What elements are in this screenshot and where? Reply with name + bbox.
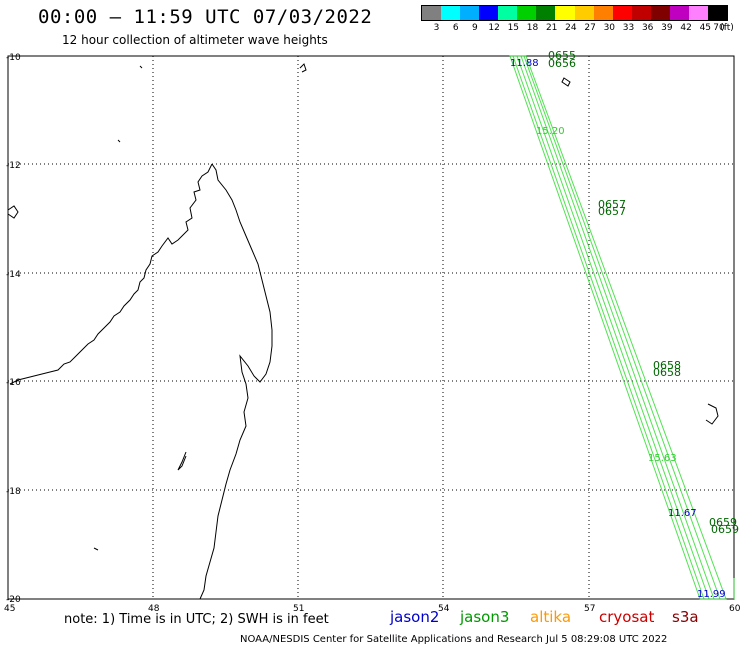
legend-swatch — [441, 6, 461, 20]
legend-swatch — [631, 6, 651, 20]
lat-label: -12 — [6, 161, 21, 171]
credit-line: NOAA/NESDIS Center for Satellite Applica… — [240, 634, 668, 645]
legend-swatch — [517, 6, 537, 20]
legend-swatch — [574, 6, 594, 20]
lon-label: 51 — [293, 604, 304, 614]
legend-tick: 15 — [507, 23, 520, 33]
lon-label: 48 — [148, 604, 160, 614]
islet — [93, 547, 99, 551]
legend-swatch — [555, 6, 575, 20]
track-line — [516, 55, 710, 600]
legend-swatches — [421, 5, 728, 21]
time-label: 0657 — [598, 198, 626, 211]
legend-swatch — [688, 6, 708, 20]
island — [7, 205, 19, 219]
swh-value: 15.20 — [536, 126, 565, 137]
swh-value: 11.67 — [668, 508, 697, 519]
footer-note: note: 1) Time is in UTC; 2) SWH is in fe… — [64, 612, 329, 627]
swh-value: 15.63 — [648, 453, 677, 464]
time-labels: 0655 0656 0657 0657 0658 0658 0659 0659 — [548, 49, 739, 536]
legend-swatch — [612, 6, 632, 20]
legend-swatch — [669, 6, 689, 20]
swh-value: 11.99 — [697, 589, 726, 600]
track-band — [509, 55, 727, 600]
island — [177, 451, 187, 471]
time-label: 0657 — [598, 205, 626, 218]
legend-tick: 45 — [699, 23, 712, 33]
island — [561, 77, 571, 87]
legend-tick: 24 — [565, 23, 577, 33]
track-line — [512, 55, 705, 600]
legend-tick: 6 — [452, 23, 459, 33]
lat-label: -18 — [6, 487, 21, 497]
map-subtitle: 12 hour collection of altimeter wave hei… — [62, 33, 328, 47]
legend-swatch — [422, 6, 442, 20]
legend-unit: (ft) — [720, 23, 734, 33]
madagascar-coast — [9, 163, 273, 600]
mission-label-jason2: jason2 — [390, 608, 440, 626]
time-label: 0659 — [709, 516, 737, 529]
legend-tick: 33 — [622, 23, 635, 33]
lat-labels: -10 -12 -14 -16 -18 -20 — [6, 53, 21, 605]
mission-label-jason3: jason3 — [460, 608, 510, 626]
lat-label: -20 — [6, 595, 21, 605]
mission-label-altika: altika — [530, 608, 572, 626]
legend-swatch — [536, 6, 556, 20]
legend-tick: 30 — [603, 23, 616, 33]
lon-label: 45 — [4, 604, 15, 614]
legend-tick: 18 — [526, 23, 539, 33]
legend-swatch — [460, 6, 480, 20]
time-label: 0655 — [548, 49, 576, 62]
legend-tick: 9 — [472, 23, 478, 33]
legend-tick: 12 — [488, 23, 500, 33]
legend-tick: 27 — [584, 23, 596, 33]
lat-label: -14 — [6, 270, 21, 280]
legend-swatch — [593, 6, 613, 20]
legend-ticks: 3 6 9 12 15 18 21 24 27 30 33 36 39 42 4… — [421, 21, 734, 35]
legend-tick: 42 — [680, 23, 692, 33]
mission-label-s3a: s3a — [672, 608, 699, 626]
legend-tick: 21 — [545, 23, 558, 33]
graticule — [8, 56, 734, 599]
time-label: 0659 — [711, 523, 739, 536]
map-title: 00:00 – 11:59 UTC 07/03/2022 — [38, 6, 373, 28]
lon-labels: 45 48 51 54 57 60 — [4, 604, 740, 614]
legend-swatch — [498, 6, 518, 20]
islet — [117, 139, 121, 143]
legend-tick: 70 — [713, 23, 725, 33]
track-line — [523, 55, 721, 600]
time-label: 0656 — [548, 57, 576, 70]
color-legend: 3 6 9 12 15 18 21 24 27 30 33 36 39 42 4… — [421, 5, 734, 37]
time-label: 0658 — [653, 366, 681, 379]
islet — [139, 65, 143, 69]
track-line — [520, 55, 715, 600]
swh-values: 11.88 15.20 15.63 11.67 11.99 — [510, 58, 726, 600]
swh-value: 11.88 — [510, 58, 539, 69]
legend-swatch — [707, 6, 727, 20]
legend-tick: 36 — [641, 23, 654, 33]
legend-tick: 39 — [661, 23, 673, 33]
lon-label: 54 — [438, 604, 450, 614]
legend-swatch — [479, 6, 499, 20]
satellite-track — [509, 55, 735, 600]
time-label: 0658 — [653, 359, 681, 372]
mission-label-cryosat: cryosat — [599, 608, 655, 626]
lat-label: -16 — [6, 378, 21, 388]
legend-swatch — [650, 6, 670, 20]
island — [705, 403, 719, 425]
coastline — [7, 63, 719, 600]
island — [299, 63, 307, 73]
lon-label: 57 — [584, 604, 595, 614]
lon-label: 60 — [729, 604, 740, 614]
legend-tick: 3 — [433, 23, 440, 33]
map-frame — [7, 55, 735, 600]
lat-label: -10 — [6, 53, 21, 63]
